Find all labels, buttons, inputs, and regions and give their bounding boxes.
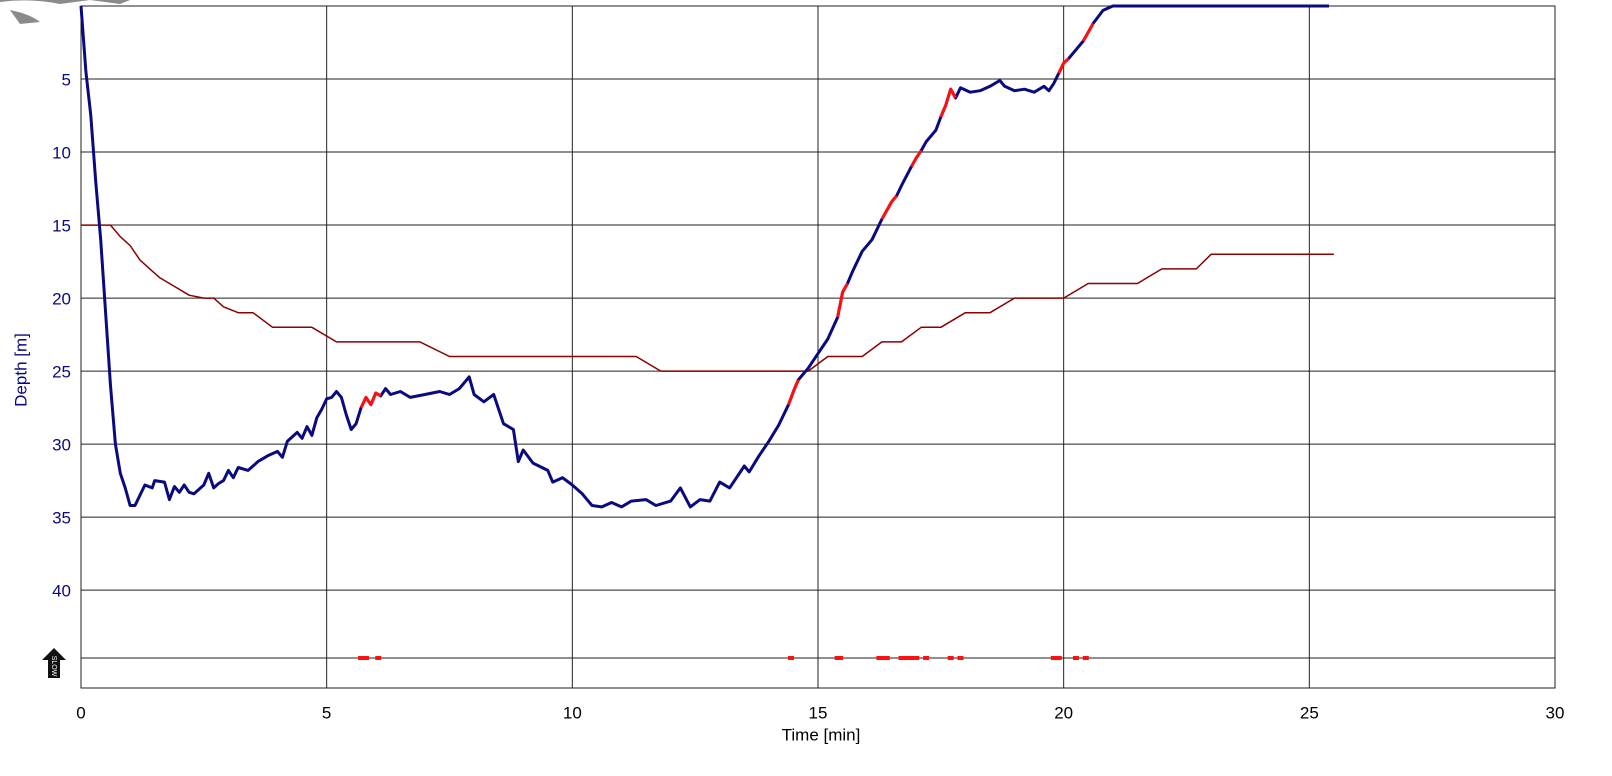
y-tick-label: 15 <box>52 217 71 236</box>
slow-event <box>923 656 930 660</box>
slow-event <box>1082 656 1089 660</box>
slow-event <box>837 656 844 660</box>
y-tick-label: 10 <box>52 144 71 163</box>
slow-event <box>878 656 885 660</box>
series-line <box>81 224 1334 372</box>
series-line <box>359 22 1095 409</box>
x-tick-label: 25 <box>1300 703 1319 722</box>
x-axis-label: Time [min] <box>782 725 861 744</box>
y-axis-label: Depth [m] <box>11 333 30 407</box>
slow-event <box>913 656 920 660</box>
x-tick-label: 20 <box>1054 703 1073 722</box>
slow-event <box>883 656 890 660</box>
y-tick-label: 20 <box>52 290 71 309</box>
x-tick-label: 5 <box>322 703 331 722</box>
x-tick-label: 15 <box>809 703 828 722</box>
slow-event <box>908 656 915 660</box>
x-tick-label: 30 <box>1546 703 1565 722</box>
slow-icon: SLOW <box>42 648 66 678</box>
slow-event <box>903 656 910 660</box>
slow-event <box>1072 656 1079 660</box>
slow-icon-label: SLOW <box>50 656 57 677</box>
slow-event <box>1055 656 1062 660</box>
slow-arrow <box>42 648 66 678</box>
slow-event <box>957 656 964 660</box>
y-tick-label: 35 <box>52 509 71 528</box>
slow-event <box>947 656 954 660</box>
x-tick-label: 0 <box>76 703 85 722</box>
slow-event <box>362 656 369 660</box>
slow-event <box>375 656 382 660</box>
y-tick-label: 5 <box>62 71 71 90</box>
slow-event <box>787 656 794 660</box>
y-tick-label: 30 <box>52 436 71 455</box>
x-tick-label: 10 <box>563 703 582 722</box>
slow-event <box>898 656 905 660</box>
y-tick-label: 40 <box>52 582 71 601</box>
boat-icon <box>0 0 130 24</box>
y-tick-label: 25 <box>52 363 71 382</box>
